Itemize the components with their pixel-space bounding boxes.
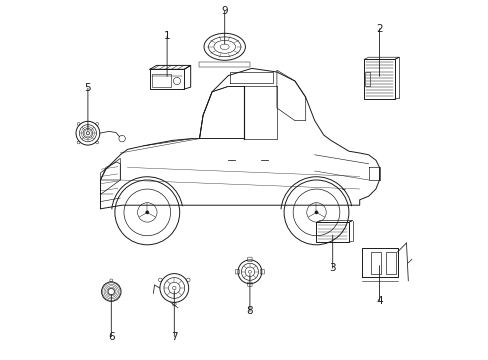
Text: 9: 9 [221,6,227,16]
Text: 8: 8 [246,306,253,316]
Text: 1: 1 [163,31,170,41]
Circle shape [314,211,318,214]
Text: 5: 5 [84,83,91,93]
Text: 7: 7 [171,332,177,342]
Text: 2: 2 [375,24,382,34]
Text: 4: 4 [375,296,382,306]
Text: 6: 6 [108,332,114,342]
Text: 3: 3 [329,263,335,273]
Circle shape [145,211,149,214]
